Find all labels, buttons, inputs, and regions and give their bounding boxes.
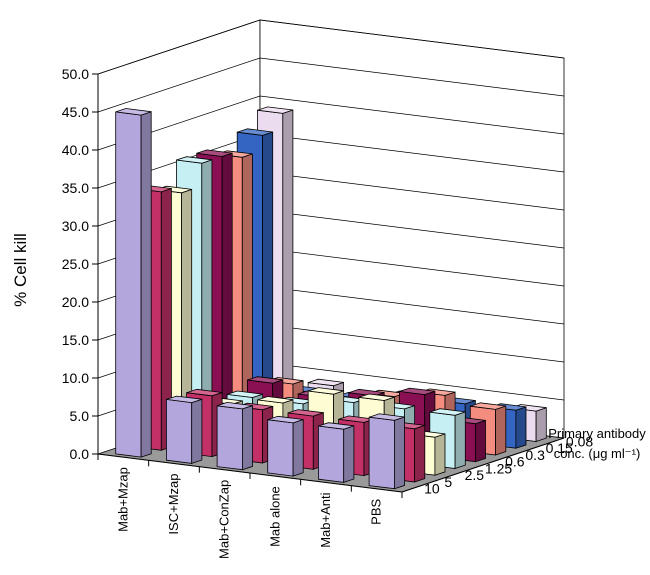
- bar-side-face: [515, 406, 527, 449]
- bar-top-face: [307, 378, 344, 387]
- gridline: [97, 95, 565, 151]
- category-label: Mab+Mzap: [115, 467, 130, 532]
- bar-top-face: [237, 128, 273, 136]
- bar-top-face: [308, 387, 344, 395]
- bar-top-face: [358, 393, 395, 401]
- depth-tick-label: 2.5: [465, 467, 485, 483]
- y-tick-label: 20.0: [62, 294, 89, 310]
- bar-top-face: [318, 422, 355, 430]
- y-tick-label: 25.0: [62, 256, 89, 272]
- bar: [216, 401, 253, 471]
- bar-side-face: [535, 407, 547, 443]
- bar: [317, 422, 355, 483]
- bar-front-face: [115, 111, 142, 458]
- y-tick-label: 35.0: [62, 180, 89, 196]
- bar-side-face: [191, 398, 203, 464]
- bar-top-face: [257, 396, 294, 404]
- y-tick-label: 0.0: [70, 446, 90, 462]
- depth-tick-label: 10: [424, 481, 440, 497]
- category-label: Mab alone: [267, 486, 282, 547]
- bar-side-face: [434, 433, 446, 476]
- category-label: Mab+ConZap: [217, 480, 232, 559]
- depth-tick-label: 0.6: [505, 454, 525, 470]
- bars: [115, 106, 547, 490]
- depth-axis-title-line2: conc. (μg ml⁻¹): [554, 446, 641, 461]
- bar-top-face: [287, 409, 324, 417]
- depth-tick-label: 0.3: [525, 447, 545, 463]
- depth-tick-label: 0.08: [566, 433, 593, 449]
- y-tick-label: 15.0: [62, 332, 89, 348]
- bar-top-face: [429, 408, 466, 416]
- bar-side-face: [292, 418, 304, 477]
- bar-top-face: [399, 387, 436, 396]
- bar-side-face: [140, 111, 152, 458]
- bar-side-face: [221, 152, 233, 431]
- bar: [368, 413, 405, 490]
- bar-top-face: [166, 395, 203, 404]
- depth-axis-labels: 10 5 2.5 1.250.6 0.3 0.150.08: [401, 433, 593, 497]
- bar-top-face: [226, 390, 263, 398]
- y-tick-label: 45.0: [62, 104, 89, 120]
- bar-side-face: [282, 109, 294, 411]
- bar-side-face: [393, 416, 405, 490]
- y-tick-label: 10.0: [62, 370, 89, 386]
- category-labels: Mab+Mzap ISC+Mzap Mab+ConZap Mab alone Mab+A…: [97, 453, 403, 559]
- depth-tick-label: 0.15: [546, 440, 573, 456]
- bar-front-face: [317, 425, 345, 483]
- depth-tick-label: 5: [444, 474, 452, 490]
- y-axis-ticks: 0.0 5.0 10.0 15.0 20.0 25.0 30.0 35.0 40.0 45.0 50…: [62, 66, 99, 462]
- category-label: Mab+Anti: [318, 492, 333, 547]
- bar-side-face: [495, 405, 507, 456]
- bar-side-face: [474, 419, 486, 463]
- bar-front-face: [267, 419, 294, 477]
- depth-axis-line: [401, 437, 565, 493]
- bar-front-face: [216, 405, 243, 471]
- bar-top-face: [257, 106, 294, 114]
- bar-side-face: [454, 411, 466, 470]
- category-label: PBS: [369, 498, 384, 524]
- bar-top-face: [196, 149, 233, 157]
- bar: [115, 108, 152, 458]
- bar-side-face: [343, 425, 355, 483]
- y-tick-label: 30.0: [62, 218, 89, 234]
- bar-top-face: [470, 402, 506, 410]
- gridline: [97, 19, 565, 75]
- bar: [165, 395, 203, 464]
- bar-front-face: [368, 416, 395, 490]
- bar-top-face: [186, 388, 223, 397]
- depth-tick-label: 1.25: [485, 460, 512, 476]
- gridline: [97, 57, 565, 113]
- bar-side-face: [241, 405, 253, 471]
- y-tick-label: 40.0: [62, 142, 89, 158]
- bar-side-face: [414, 424, 426, 483]
- bar-top-face: [216, 401, 253, 410]
- y-tick-label: 5.0: [70, 408, 90, 424]
- category-label: ISC+Mzap: [166, 474, 181, 535]
- y-tick-label: 50.0: [62, 66, 89, 82]
- bar: [267, 415, 304, 477]
- bar-top-face: [368, 413, 405, 421]
- bar-top-face: [176, 156, 213, 164]
- bar-side-face: [262, 131, 274, 418]
- bar-top-face: [247, 376, 284, 384]
- bar-front-face: [165, 398, 193, 464]
- depth-axis-title-line1: Primary antibody: [548, 426, 646, 441]
- bar-top-face: [267, 415, 304, 424]
- bar-top-face: [115, 108, 152, 116]
- y-axis-title: % Cell kill: [11, 233, 30, 307]
